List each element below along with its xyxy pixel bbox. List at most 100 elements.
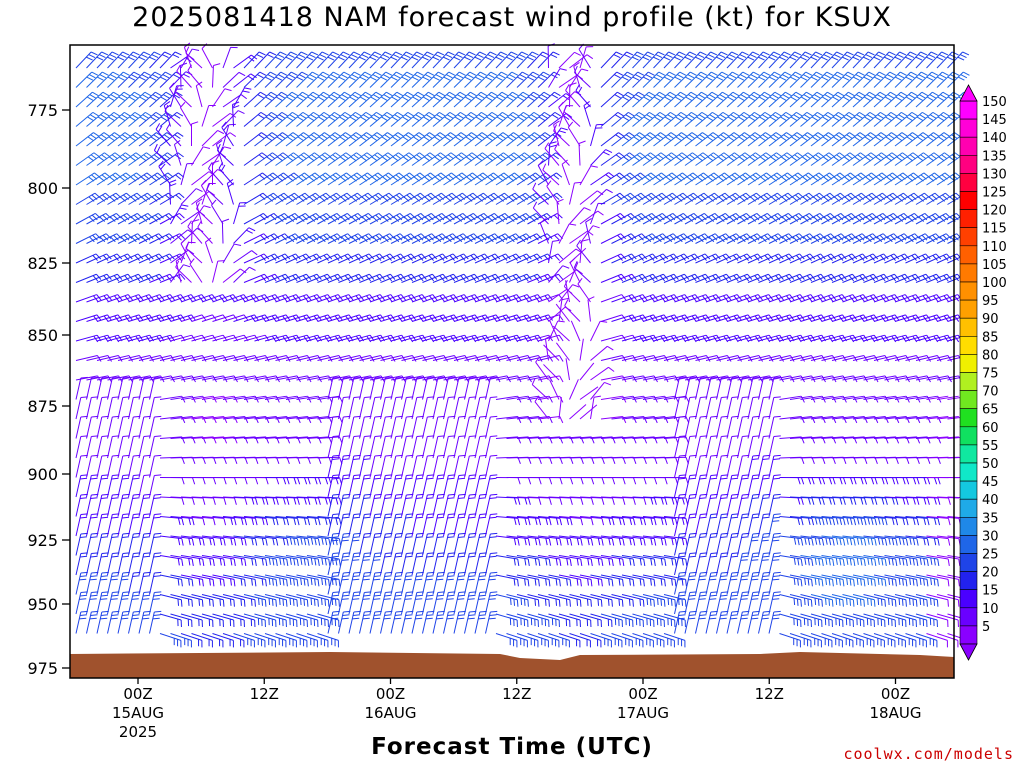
- wind-barb: [86, 610, 99, 634]
- barb-feather: [230, 558, 233, 566]
- barb-feather: [464, 76, 472, 81]
- barb-staff: [138, 553, 145, 576]
- barb-feather: [457, 114, 464, 119]
- barb-feather: [479, 71, 487, 76]
- barb-feather: [254, 497, 258, 505]
- barb-feather: [495, 76, 503, 81]
- barb-feather: [195, 81, 203, 87]
- barb-feather: [251, 538, 254, 546]
- barb-feather: [244, 579, 246, 587]
- wind-barb: [453, 532, 466, 556]
- barb-feather: [455, 136, 462, 142]
- barb-feather: [154, 610, 162, 613]
- wind-barb: [390, 435, 403, 459]
- barb-staff: [86, 314, 108, 322]
- barb-feather: [191, 355, 197, 362]
- barb-feather: [500, 71, 508, 76]
- barb-feather: [508, 74, 516, 79]
- barb-staff: [206, 189, 224, 205]
- barb-staff: [128, 514, 134, 537]
- barb-feather: [323, 91, 330, 97]
- wind-barb: [117, 435, 130, 459]
- barb-feather: [276, 116, 283, 121]
- barb-feather: [310, 577, 313, 585]
- barb-feather: [148, 253, 154, 260]
- barb-feather: [163, 134, 171, 140]
- barb-feather: [328, 558, 331, 567]
- wind-barb: [338, 610, 351, 634]
- barb-staff: [212, 594, 234, 601]
- barb-feather: [142, 614, 151, 616]
- barb-staff: [401, 436, 407, 459]
- barb-feather: [275, 599, 277, 607]
- barb-feather: [352, 497, 361, 499]
- wind-barb: [432, 474, 445, 498]
- barb-feather: [434, 136, 441, 142]
- barb-feather: [132, 516, 140, 519]
- barb-feather: [334, 598, 337, 606]
- barb-feather: [110, 578, 118, 581]
- barb-feather: [425, 578, 433, 581]
- wind-barb: [180, 238, 192, 264]
- barb-feather: [478, 536, 487, 538]
- barb-feather: [243, 599, 246, 607]
- barb-feather: [79, 575, 88, 577]
- barb-feather: [112, 71, 120, 76]
- barb-feather: [102, 234, 109, 241]
- barb-staff: [185, 247, 203, 264]
- barb-staff: [117, 111, 136, 127]
- barb-feather: [456, 94, 464, 99]
- wind-barb: [107, 415, 120, 439]
- barb-feather: [100, 598, 108, 600]
- barb-staff: [128, 172, 148, 186]
- barb-feather: [436, 114, 443, 119]
- barb-feather: [489, 555, 497, 558]
- barb-feather: [327, 599, 330, 607]
- barb-staff: [197, 226, 213, 244]
- wind-barb: [327, 396, 340, 420]
- barb-feather: [209, 558, 212, 566]
- barb-feather: [498, 74, 506, 79]
- barb-feather: [490, 71, 498, 76]
- barb-feather: [321, 557, 324, 565]
- barb-feather: [331, 617, 339, 620]
- wind-barb: [96, 454, 109, 478]
- barb-feather: [175, 174, 182, 180]
- barb-feather: [169, 253, 175, 260]
- barb-staff: [222, 314, 245, 322]
- barb-feather: [444, 116, 451, 121]
- barb-feather: [405, 555, 413, 558]
- barb-feather: [111, 477, 119, 480]
- barb-staff: [75, 253, 97, 264]
- barb-feather: [176, 91, 183, 97]
- wind-barb: [96, 513, 109, 537]
- barb-staff: [212, 535, 235, 540]
- barb-feather: [132, 614, 140, 616]
- barb-feather: [386, 111, 394, 117]
- barb-feather: [258, 134, 265, 140]
- barb-feather: [479, 376, 487, 379]
- barb-feather: [372, 94, 380, 99]
- wind-barb: [411, 376, 424, 400]
- barb-feather: [478, 114, 485, 119]
- barb-feather: [139, 96, 146, 101]
- barb-feather: [286, 558, 289, 567]
- barb-feather: [108, 156, 116, 162]
- barb-feather: [319, 54, 327, 58]
- barb-feather: [96, 273, 102, 280]
- barb-feather: [135, 132, 142, 137]
- barb-staff: [380, 416, 386, 439]
- wind-barb: [485, 376, 498, 400]
- barb-staff: [149, 611, 155, 634]
- barb-staff: [212, 555, 235, 560]
- barb-feather: [352, 555, 361, 558]
- barb-staff: [338, 377, 344, 400]
- barb-staff: [159, 355, 182, 361]
- barb-feather: [416, 51, 424, 56]
- barb-feather: [373, 134, 381, 140]
- barb-staff: [180, 633, 203, 641]
- barb-feather: [416, 376, 424, 379]
- barb-staff: [96, 152, 116, 166]
- barb-feather: [278, 94, 286, 99]
- barb-feather: [363, 575, 371, 577]
